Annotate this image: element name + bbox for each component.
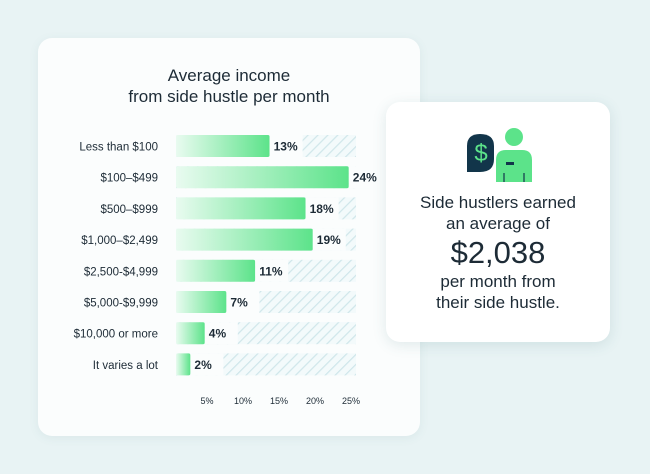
bar bbox=[176, 197, 306, 220]
bar bbox=[176, 353, 191, 376]
value-label-backdrop bbox=[348, 166, 382, 189]
category-label: $500–$999 bbox=[100, 204, 158, 216]
value-label: 24% bbox=[353, 171, 377, 185]
value-label-backdrop bbox=[269, 135, 303, 157]
value-label-backdrop bbox=[305, 197, 339, 220]
value-label: 4% bbox=[209, 327, 227, 341]
bar-chart: Less than $100 13% $100–$499 24% $500–$999 18… bbox=[74, 135, 382, 406]
value-label: 2% bbox=[194, 358, 212, 372]
value-label: 13% bbox=[274, 140, 298, 154]
category-label: Less than $100 bbox=[79, 142, 158, 154]
stat-line-4: their side hustle. bbox=[436, 293, 560, 312]
x-tick-label: 5% bbox=[200, 396, 213, 406]
chart-title: Average income from side hustle per mont… bbox=[38, 65, 420, 107]
category-label: $10,000 or more bbox=[74, 329, 158, 341]
chart-title-line-2: from side hustle per month bbox=[128, 87, 330, 106]
value-label: 18% bbox=[310, 202, 334, 216]
category-label: It varies a lot bbox=[93, 360, 159, 372]
bar bbox=[176, 228, 313, 251]
stat-text: Side hustlers earned an average of $2,03… bbox=[386, 192, 610, 313]
x-tick-label: 15% bbox=[270, 396, 288, 406]
value-label: 11% bbox=[259, 264, 283, 278]
category-label: $100–$499 bbox=[100, 173, 158, 185]
stat-line-2: an average of bbox=[446, 214, 550, 233]
x-tick-label: 10% bbox=[234, 396, 252, 406]
value-label-backdrop bbox=[226, 291, 260, 313]
stat-line-1: Side hustlers earned bbox=[420, 193, 576, 212]
bar bbox=[176, 166, 349, 189]
value-label-backdrop bbox=[204, 322, 238, 345]
value-label: 7% bbox=[230, 296, 248, 310]
stat-card: $ Side hustlers earned an average of $2,… bbox=[386, 102, 610, 342]
bar bbox=[176, 322, 205, 345]
value-label-backdrop bbox=[190, 353, 224, 376]
bar bbox=[176, 135, 270, 157]
chart-card: Average income from side hustle per mont… bbox=[38, 38, 420, 436]
x-tick-label: 20% bbox=[306, 396, 324, 406]
stat-amount: $2,038 bbox=[450, 235, 546, 270]
category-label: $1,000–$2,499 bbox=[81, 235, 158, 247]
x-tick-label: 25% bbox=[342, 396, 360, 406]
value-label: 19% bbox=[317, 233, 341, 247]
svg-text:$: $ bbox=[474, 140, 487, 167]
value-label-backdrop bbox=[312, 228, 346, 251]
category-label: $5,000-$9,999 bbox=[84, 298, 158, 310]
stat-line-3: per month from bbox=[440, 272, 556, 291]
bar bbox=[176, 291, 227, 313]
dollar-person-icon: $ bbox=[464, 126, 534, 191]
bar bbox=[176, 259, 256, 282]
category-label: $2,500-$4,999 bbox=[84, 266, 158, 278]
value-label-backdrop bbox=[255, 259, 289, 282]
chart-title-line-1: Average income bbox=[167, 66, 291, 85]
